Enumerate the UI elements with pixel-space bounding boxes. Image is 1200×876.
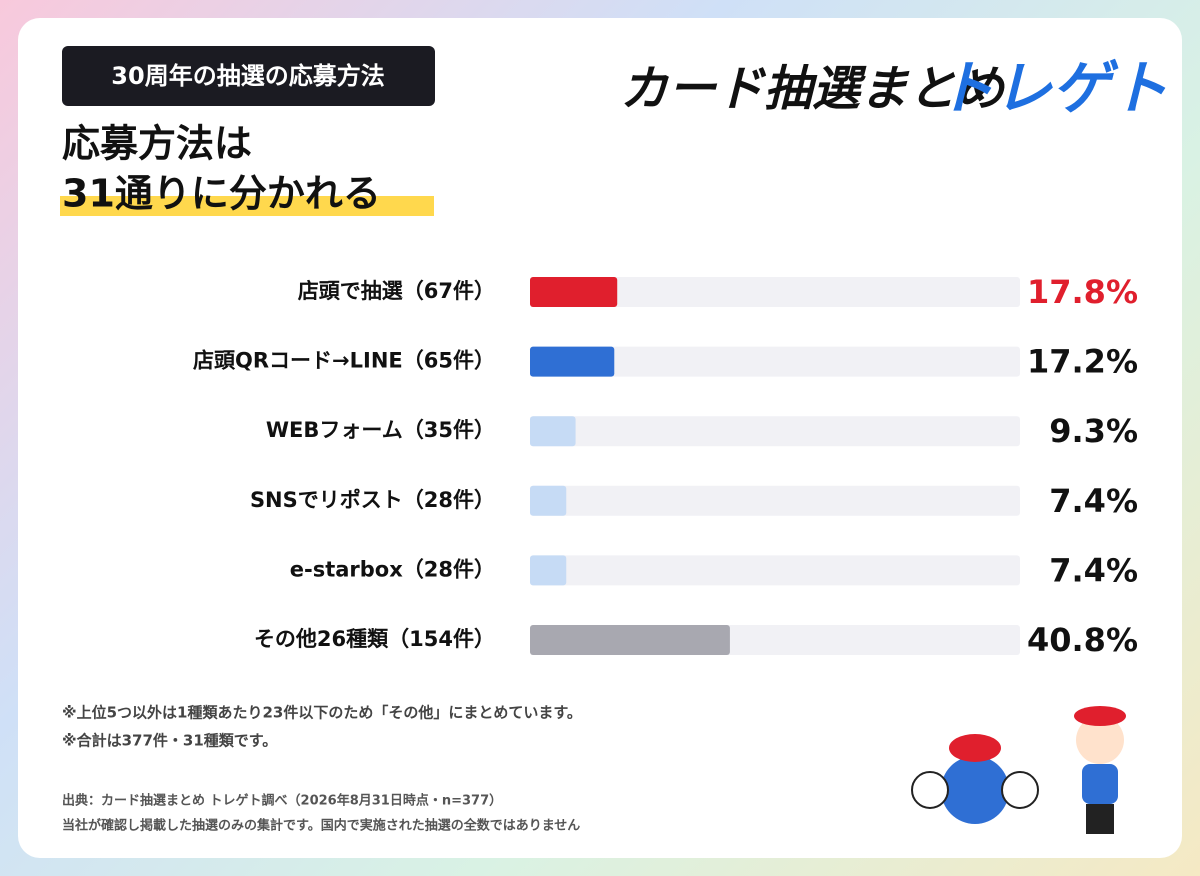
category-label: e-starbox（28件） (290, 557, 495, 581)
bar (530, 277, 618, 307)
category-label: WEBフォーム（35件） (266, 418, 495, 442)
bar (530, 416, 576, 447)
bar (530, 625, 730, 655)
bar (530, 346, 615, 377)
note: ※上位5つ以外は1種類あたり23件以下のため「その他」にまとめています。 (62, 704, 582, 722)
value-label: 40.8% (1027, 621, 1138, 659)
headline: 応募方法は (62, 122, 252, 166)
value-label: 17.8% (1027, 273, 1138, 311)
category-label: 店頭QRコード→LINE（65件） (193, 349, 495, 373)
category-label: 店頭で抽選（67件） (298, 279, 495, 303)
bar (530, 555, 567, 586)
logo: トレゲト (936, 54, 1168, 122)
bar (530, 485, 567, 516)
badge (62, 46, 435, 106)
value-label: 9.3% (1049, 412, 1138, 450)
category-label: SNSでリポスト（28件） (250, 488, 495, 512)
source: 当社が確認し掲載した抽選のみの集計です。国内で実施された抽選の全数ではありません (62, 818, 580, 834)
bar-track (530, 416, 1020, 447)
bar-track (530, 277, 1020, 307)
bar-track (530, 346, 1020, 377)
headline: 31通りに分かれる (62, 172, 381, 216)
logo: カード抽選まとめ (620, 61, 1006, 117)
mascot (911, 706, 1126, 834)
source: 出典：カード抽選まとめ トレゲト調べ（2026年8月31日時点・n=377） (62, 793, 502, 809)
category-label: その他26種類（154件） (254, 627, 495, 651)
value-label: 7.4% (1049, 551, 1138, 589)
value-label: 17.2% (1027, 343, 1138, 381)
note: ※合計は377件・31種類です。 (62, 732, 277, 750)
bar-track (530, 485, 1020, 516)
bar-track (530, 555, 1020, 586)
highlight (60, 196, 434, 216)
badge-text: 30周年の抽選の応募方法 (111, 62, 384, 90)
value-label: 7.4% (1049, 482, 1138, 520)
